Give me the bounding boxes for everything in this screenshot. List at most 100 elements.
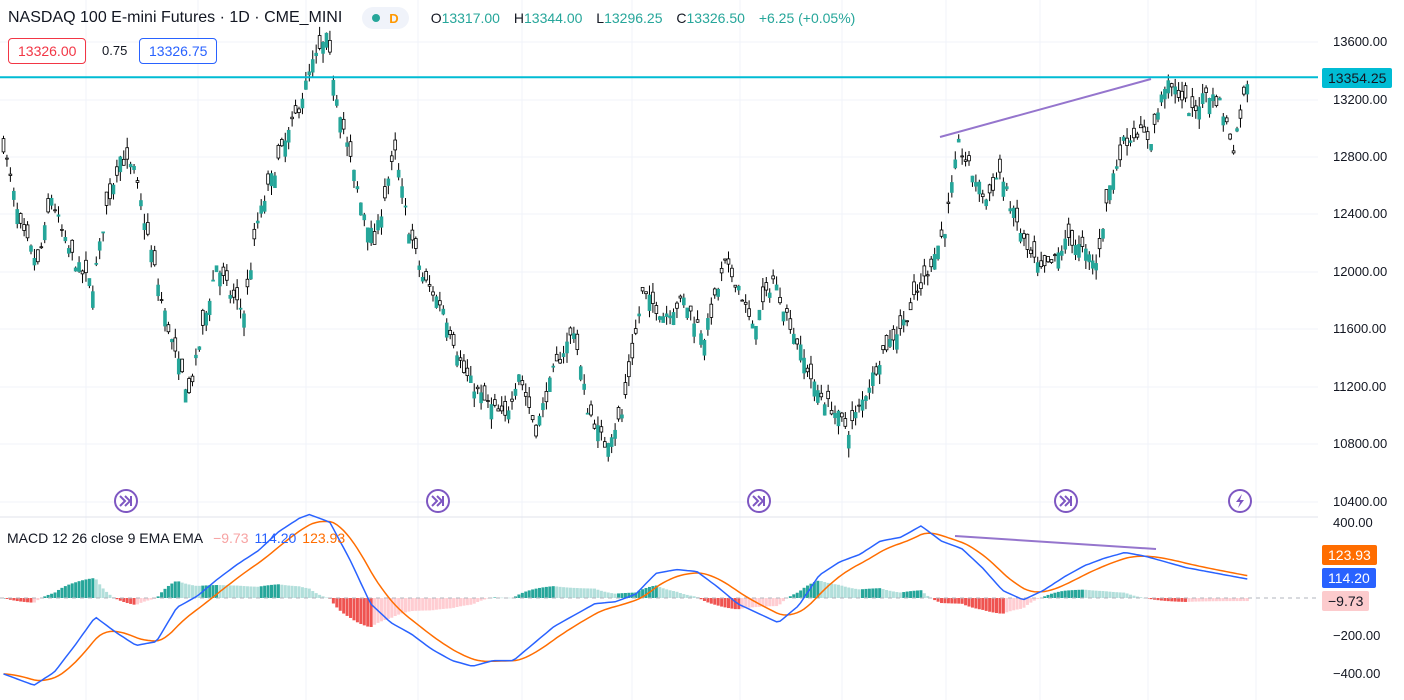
candle-body: [345, 142, 349, 147]
histogram-bar: [1135, 596, 1139, 598]
candle-body: [747, 308, 751, 317]
macd-trendline[interactable]: [954, 535, 1157, 550]
histogram-bar: [538, 587, 542, 598]
candle-body: [328, 40, 332, 53]
candle-body: [403, 205, 408, 208]
candle-body: [338, 117, 343, 133]
macd-legend[interactable]: MACD 12 26 close 9 EMA EMA −9.73 114.20 123…: [7, 530, 345, 546]
histogram-bar: [699, 598, 703, 600]
histogram-bar: [826, 582, 830, 598]
candle-body: [293, 105, 298, 114]
price-trendline[interactable]: [939, 78, 1152, 138]
histogram-bar: [146, 598, 150, 601]
histogram-bar: [1001, 598, 1005, 614]
candle-body: [5, 157, 9, 160]
buy-button[interactable]: 13326.75: [139, 38, 218, 64]
status-badge[interactable]: D: [362, 7, 409, 29]
candle-body: [980, 193, 985, 198]
candle-body: [1135, 133, 1140, 138]
candle-body: [716, 288, 720, 297]
candle-body: [310, 59, 315, 73]
candle-body: [97, 241, 102, 251]
candle-body: [496, 408, 501, 412]
candle-body: [1101, 228, 1105, 239]
histogram-bar: [1201, 598, 1205, 602]
candle-body: [200, 309, 205, 326]
price-axis-label: 10400.00: [1333, 494, 1388, 509]
histogram-bar: [1087, 590, 1091, 598]
histogram-bar: [5, 598, 9, 599]
histogram-bar: [816, 580, 820, 598]
histogram-bar: [324, 597, 328, 599]
fast-forward-circle-icon[interactable]: [1054, 489, 1078, 513]
histogram-bar: [242, 586, 246, 598]
candle-body: [359, 202, 363, 216]
histogram-bar: [702, 598, 706, 601]
macd-axis-label: −400.00: [1333, 666, 1381, 681]
candle-body: [1042, 255, 1047, 267]
histogram-bar: [922, 593, 926, 598]
histogram-bar: [895, 592, 899, 598]
histogram-bar: [84, 579, 88, 598]
histogram-bar: [211, 585, 215, 598]
price-axis-label: 13600.00: [1333, 34, 1388, 49]
histogram-bar: [953, 598, 957, 604]
candle-body: [1152, 113, 1157, 125]
histogram-bar: [720, 598, 724, 607]
histogram-bar: [311, 591, 315, 598]
candle-body: [551, 365, 556, 368]
candle-body: [472, 391, 477, 399]
candle-body: [754, 325, 758, 340]
histogram-bar: [936, 598, 940, 602]
histogram-bar: [1008, 598, 1012, 612]
histogram-bar: [345, 598, 349, 616]
histogram-bar: [795, 592, 799, 598]
candle-body: [1087, 254, 1092, 263]
lightning-circle-icon[interactable]: [1228, 489, 1252, 513]
histogram-bar: [531, 589, 535, 598]
histogram-bar: [1221, 598, 1225, 602]
fast-forward-circle-icon[interactable]: [426, 489, 450, 513]
candle-body: [1149, 144, 1153, 151]
histogram-bar: [276, 584, 280, 598]
candle-body: [678, 295, 683, 299]
histogram-bar: [1063, 590, 1067, 598]
symbol-title[interactable]: NASDAQ 100 E-mini Futures · 1D · CME_MIN…: [8, 9, 343, 26]
candle-body: [829, 410, 834, 415]
candle-body: [297, 108, 301, 113]
histogram-bar: [661, 588, 665, 598]
candle-body: [699, 333, 703, 345]
candle-body: [444, 322, 449, 338]
candle-body: [623, 382, 628, 395]
histogram-bar: [768, 598, 772, 607]
candle-body: [115, 166, 119, 176]
histogram-bar: [836, 584, 840, 598]
histogram-bar: [943, 598, 947, 604]
candle-body: [1242, 86, 1246, 95]
close-value: 13326.50: [686, 10, 745, 26]
histogram-bar: [12, 598, 16, 601]
histogram-bar: [988, 598, 992, 612]
histogram-bar: [558, 586, 562, 598]
fast-forward-circle-icon[interactable]: [747, 489, 771, 513]
histogram-bar: [43, 596, 47, 598]
histogram-bar: [173, 581, 177, 598]
candle-body: [139, 200, 143, 207]
candle-body: [276, 145, 281, 159]
histogram-bar: [19, 598, 23, 602]
histogram-bar: [1122, 592, 1126, 598]
candle-body: [647, 294, 652, 311]
histogram-bar: [744, 598, 748, 609]
fast-forward-circle-icon[interactable]: [114, 489, 138, 513]
histogram-bar: [541, 587, 545, 598]
candle-body: [259, 205, 263, 214]
price-axis-label: 12800.00: [1333, 149, 1388, 164]
sell-button[interactable]: 13326.00: [8, 38, 87, 64]
histogram-bar: [586, 588, 590, 598]
candle-body: [121, 158, 126, 166]
histogram-bar: [843, 586, 847, 598]
histogram-bar: [32, 598, 36, 603]
price-axis-label: 10800.00: [1333, 436, 1388, 451]
candle-body: [943, 234, 947, 239]
